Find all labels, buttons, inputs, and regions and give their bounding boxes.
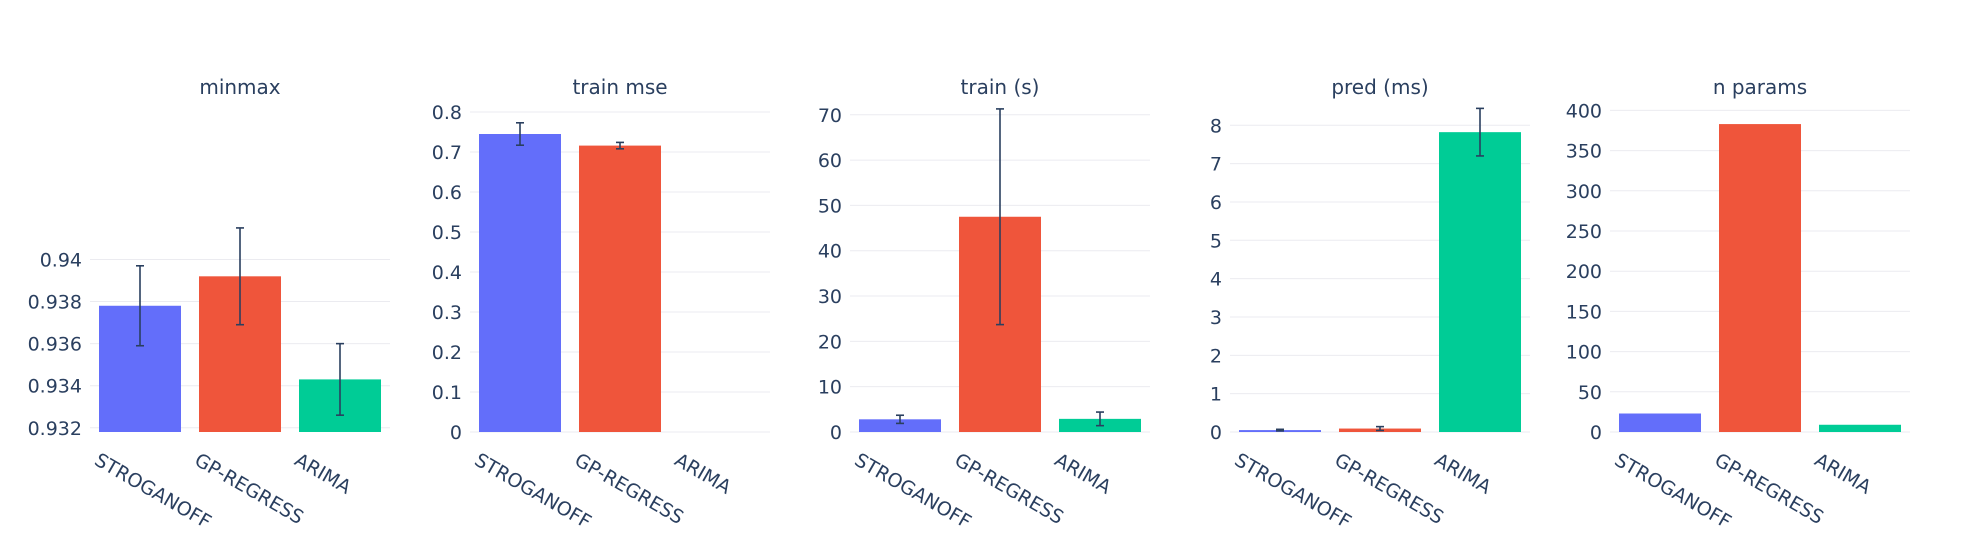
error-bar-gp-regress	[996, 108, 1004, 326]
y-tick-label: 200	[1566, 261, 1602, 283]
bar-arima	[1819, 424, 1901, 432]
y-tick-label: 70	[818, 105, 842, 127]
y-tick-label: 0.3	[432, 302, 462, 324]
y-tick-label: 2	[1210, 345, 1222, 367]
y-tick-label: 8	[1210, 115, 1222, 137]
bar-gp-regress	[579, 145, 661, 432]
y-tick-label: 0	[830, 422, 842, 444]
y-tick-label: 3	[1210, 307, 1222, 329]
y-tick-label: 7	[1210, 154, 1222, 176]
x-tick-label-arima: ARIMA	[671, 449, 735, 499]
error-bar-arima	[1096, 411, 1104, 427]
bar-arima	[1439, 132, 1521, 432]
y-tick-label: 100	[1566, 342, 1602, 364]
error-bar-stroganoff	[896, 414, 904, 425]
y-tick-label: 0.5	[432, 222, 462, 244]
x-tick-label-arima: ARIMA	[1051, 449, 1115, 499]
y-tick-label: 30	[818, 286, 842, 308]
error-bar-stroganoff	[516, 122, 524, 146]
panel-title: pred (ms)	[1331, 75, 1428, 99]
bar-gp-regress	[1719, 124, 1801, 432]
y-tick-label: 0	[450, 422, 462, 444]
y-tick-label: 10	[818, 377, 842, 399]
y-tick-label: 50	[1578, 382, 1602, 404]
error-bar-arima	[1476, 107, 1484, 157]
y-tick-label: 300	[1566, 181, 1602, 203]
x-tick-label-arima: ARIMA	[1431, 449, 1495, 499]
error-bar-gp-regress	[236, 227, 244, 326]
y-tick-label: 0.2	[432, 342, 462, 364]
y-tick-label: 350	[1566, 141, 1602, 163]
y-tick-label: 6	[1210, 192, 1222, 214]
panel-title: minmax	[199, 75, 280, 99]
y-tick-label: 0.6	[432, 182, 462, 204]
y-tick-label: 0.7	[432, 142, 462, 164]
y-tick-label: 0.94	[40, 249, 82, 271]
panel-title: train mse	[572, 75, 667, 99]
y-tick-label: 20	[818, 331, 842, 353]
y-tick-label: 0.932	[28, 418, 82, 440]
bar-stroganoff	[859, 419, 941, 432]
y-tick-label: 50	[818, 195, 842, 217]
y-tick-label: 400	[1566, 100, 1602, 122]
y-tick-label: 0.8	[432, 102, 462, 124]
y-tick-label: 4	[1210, 269, 1222, 291]
y-tick-label: 1	[1210, 384, 1222, 406]
y-tick-label: 5	[1210, 230, 1222, 252]
x-tick-label-arima: ARIMA	[1811, 449, 1875, 499]
y-tick-label: 0.938	[28, 292, 82, 314]
panel-minmax: 0.9320.9340.9360.9380.94minmaxSTROGANOFF…	[28, 75, 390, 533]
y-tick-label: 60	[818, 150, 842, 172]
error-bar-gp-regress	[616, 141, 624, 150]
y-tick-label: 0	[1590, 422, 1602, 444]
panel-title: n params	[1713, 75, 1807, 99]
error-bar-stroganoff	[1276, 428, 1284, 432]
x-tick-label-arima: ARIMA	[291, 449, 355, 499]
y-tick-label: 0	[1210, 422, 1222, 444]
y-tick-label: 0.1	[432, 382, 462, 404]
panel-title: train (s)	[961, 75, 1040, 99]
bar-stroganoff	[479, 134, 561, 432]
y-tick-label: 0.4	[432, 262, 462, 284]
bar-stroganoff	[1619, 413, 1701, 432]
y-tick-label: 0.936	[28, 334, 82, 356]
error-bar-stroganoff	[136, 264, 144, 347]
error-bar-arima	[336, 342, 344, 416]
error-bar-gp-regress	[1376, 425, 1384, 432]
y-tick-label: 150	[1566, 301, 1602, 323]
y-tick-label: 0.934	[28, 376, 82, 398]
y-tick-label: 250	[1566, 221, 1602, 243]
y-tick-label: 40	[818, 241, 842, 263]
